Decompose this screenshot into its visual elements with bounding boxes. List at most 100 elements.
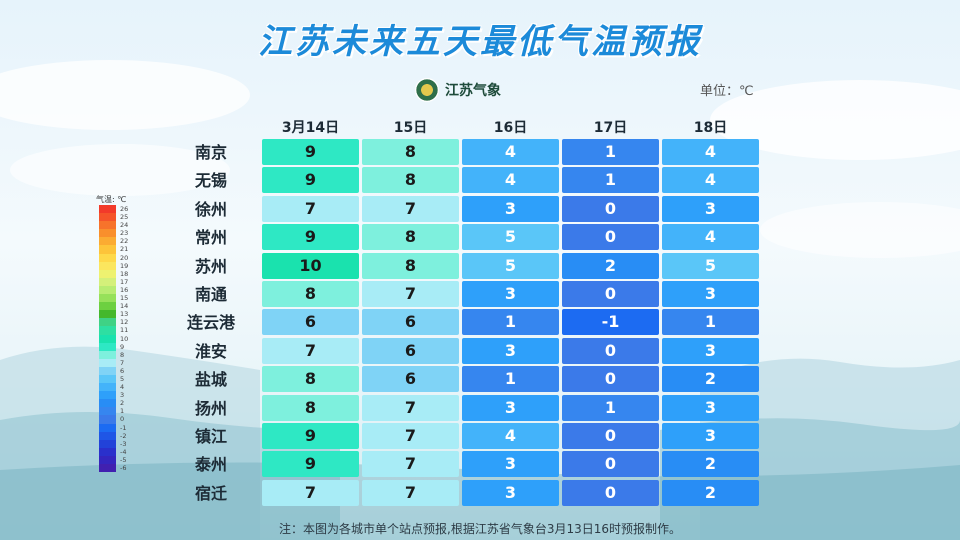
legend-item: 23 (96, 229, 128, 238)
legend-swatch (99, 439, 116, 448)
city-label: 徐州 (194, 199, 227, 219)
legend-item: 10 (96, 334, 128, 343)
legend-item: 17 (96, 277, 129, 286)
legend-swatch (99, 285, 116, 295)
legend-label: 16 (120, 285, 129, 294)
legend-title-text: 气温 (96, 195, 112, 204)
legend-label: 1 (120, 407, 125, 416)
legend-swatch (99, 391, 116, 400)
legend-label: 17 (120, 277, 129, 286)
legend-item: 20 (96, 253, 129, 262)
legend-item: -2 (96, 431, 127, 440)
legend-swatch (99, 350, 116, 359)
legend-label: -2 (120, 431, 127, 440)
legend-item: 25 (96, 213, 128, 222)
city-label: 淮安 (194, 341, 227, 361)
legend-swatch (99, 407, 116, 416)
temperature-cell: 9 (262, 224, 359, 251)
temperature-cell: 1 (662, 309, 759, 336)
temperature-cell: 3 (462, 195, 559, 222)
temperature-cell: 1 (462, 366, 559, 393)
temperature-cell: 0 (562, 451, 659, 478)
temperature-cell: 9 (262, 423, 359, 449)
legend-item: -4 (96, 447, 126, 456)
column-header: 15日 (393, 120, 428, 136)
legend-item: -1 (96, 423, 127, 432)
temperature-cell: 3 (462, 281, 559, 307)
temperature-cell: 2 (662, 479, 759, 506)
legend-swatch (99, 358, 116, 367)
legend-swatch (99, 213, 116, 222)
temperature-cell: 0 (562, 224, 659, 251)
legend-item: 21 (96, 245, 129, 254)
legend-item: 14 (96, 302, 129, 311)
legend-swatch (99, 310, 116, 319)
temperature-cell: 0 (562, 195, 659, 222)
city-label: 苏州 (194, 256, 227, 276)
temperature-cell: 4 (462, 139, 559, 165)
temperature-cell: 8 (362, 252, 459, 279)
temperature-cell: 5 (462, 224, 559, 251)
temperature-cell: 0 (562, 423, 659, 449)
legend-swatch (99, 423, 116, 432)
legend-label: 4 (120, 383, 125, 392)
legend-swatch (99, 245, 116, 254)
temperature-cell: 3 (462, 337, 559, 364)
legend-label: 6 (120, 366, 125, 375)
temperature-cell: 0 (562, 337, 659, 364)
city-label: 常州 (194, 228, 227, 248)
column-header: 17日 (593, 120, 628, 136)
legend-label: 13 (120, 310, 129, 319)
city-label: 南通 (194, 285, 227, 304)
legend-label: 7 (120, 358, 125, 367)
legend-swatch (99, 326, 116, 335)
legend-unit: ℃ (117, 195, 127, 204)
temperature-cell: 7 (362, 451, 459, 478)
temperature-cell: 2 (562, 252, 659, 279)
legend-label: 18 (120, 269, 129, 278)
temperature-cell: 3 (662, 394, 759, 421)
temperature-cell: 4 (662, 139, 759, 165)
legend-swatch (99, 334, 116, 343)
temperature-cell: 7 (362, 423, 459, 449)
city-label: 镇江 (194, 427, 227, 446)
temperature-cell: 1 (562, 139, 659, 165)
temperature-cell: 0 (562, 281, 659, 307)
legend-label: 19 (120, 261, 129, 270)
legend-label: 9 (120, 342, 125, 351)
legend-swatch (99, 342, 116, 351)
legend-item: 11 (96, 326, 128, 335)
legend-swatch (99, 455, 116, 464)
legend-item: 3 (96, 391, 126, 400)
legend-item: 15 (96, 294, 128, 303)
legend-swatch (99, 447, 116, 456)
temperature-cell: 8 (262, 281, 359, 307)
legend-label: 0 (120, 415, 125, 424)
temperature-cell: 1 (462, 309, 559, 336)
legend-swatch (99, 415, 116, 424)
legend-swatch (99, 383, 116, 392)
temperature-cell: 7 (362, 281, 459, 307)
legend-swatch (99, 237, 116, 246)
legend-label: 14 (120, 302, 129, 311)
legend-item: -6 (96, 464, 126, 473)
legend-item: 24 (96, 221, 128, 230)
temperature-cell: 7 (262, 195, 359, 222)
legend-swatch (99, 399, 116, 408)
legend-label: -1 (120, 423, 127, 432)
temperature-cell: 4 (662, 224, 759, 251)
cma-emblem-icon (415, 78, 439, 102)
temperature-cell: 3 (662, 337, 759, 364)
legend-label: 22 (120, 237, 129, 246)
legend-item: 19 (96, 261, 129, 270)
legend-label: 21 (120, 245, 129, 254)
legend-item: 4 (96, 383, 126, 392)
temperature-cell: 3 (662, 195, 759, 222)
temperature-cell: 7 (262, 479, 359, 506)
temperature-cell: 3 (462, 394, 559, 421)
legend-swatch (99, 261, 116, 270)
temperature-cell: 3 (462, 479, 559, 506)
legend-label: 20 (120, 253, 129, 262)
legend-item: 6 (96, 366, 126, 375)
temperature-cell: 5 (462, 252, 559, 279)
